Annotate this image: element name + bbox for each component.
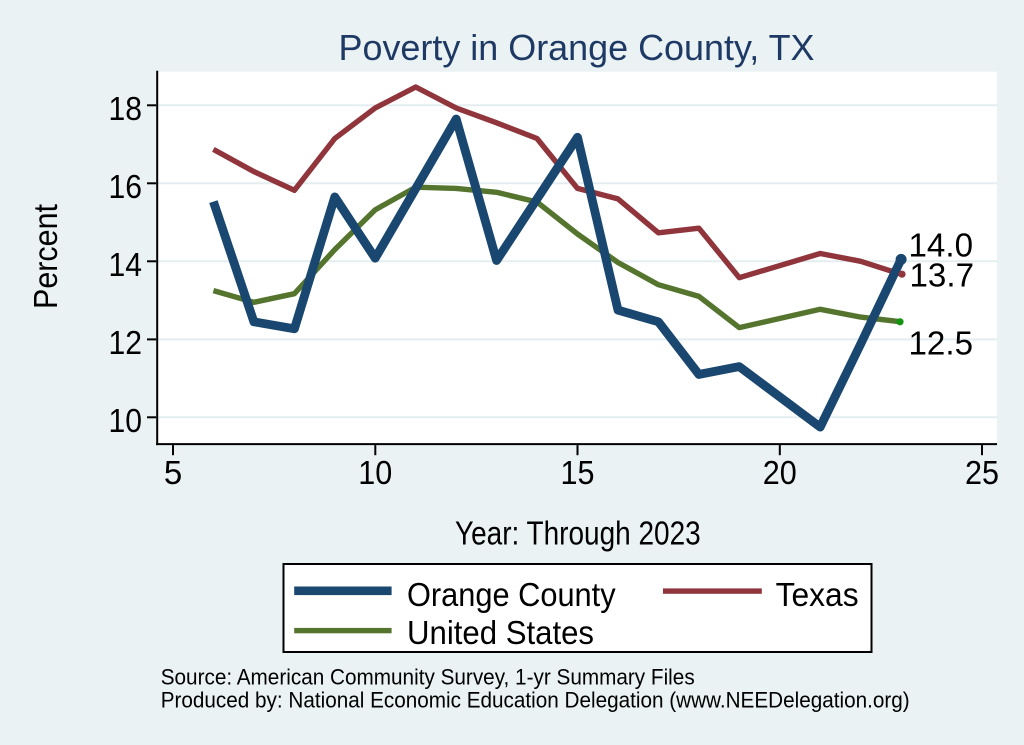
- svg-text:Orange County: Orange County: [407, 576, 616, 613]
- svg-text:14: 14: [109, 246, 143, 283]
- svg-text:Source: American Community Sur: Source: American Community Survey, 1-yr …: [161, 664, 695, 689]
- svg-text:Texas: Texas: [776, 576, 859, 613]
- svg-text:18: 18: [109, 90, 143, 127]
- svg-text:Poverty in Orange County, TX: Poverty in Orange County, TX: [339, 27, 815, 68]
- svg-text:Year: Through 2023: Year: Through 2023: [455, 515, 701, 552]
- svg-text:13.7: 13.7: [910, 257, 975, 294]
- svg-text:12: 12: [109, 324, 143, 361]
- svg-text:15: 15: [561, 454, 595, 491]
- svg-text:25: 25: [965, 454, 999, 491]
- svg-text:14.0: 14.0: [909, 227, 974, 264]
- svg-text:10: 10: [358, 454, 392, 491]
- svg-text:10: 10: [109, 402, 143, 439]
- svg-text:Percent: Percent: [27, 204, 64, 309]
- svg-text:United States: United States: [407, 614, 594, 651]
- svg-text:20: 20: [763, 454, 797, 491]
- svg-text:Produced by: National Economic: Produced by: National Economic Education…: [161, 687, 910, 712]
- svg-text:16: 16: [109, 168, 143, 205]
- svg-text:12.5: 12.5: [909, 324, 974, 361]
- svg-text:5: 5: [164, 454, 182, 491]
